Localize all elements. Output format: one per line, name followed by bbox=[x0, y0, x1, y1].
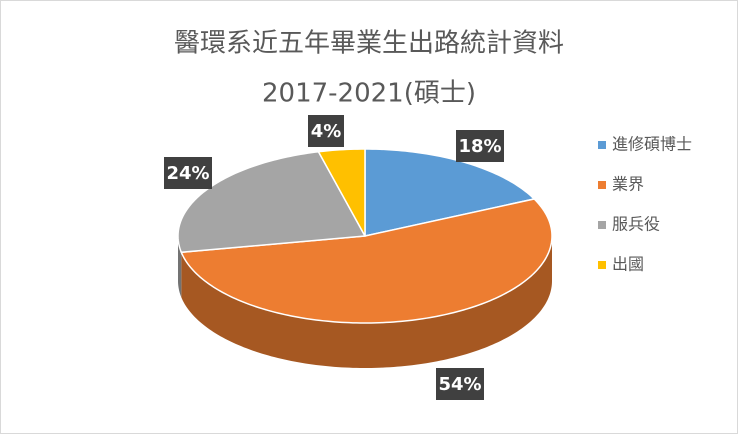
data-label-box bbox=[456, 130, 504, 162]
chart-title: 醫環系近五年畢業生出路統計資料 bbox=[174, 29, 564, 59]
legend-swatch bbox=[598, 141, 606, 149]
pie-slice bbox=[364, 148, 536, 237]
data-label-box bbox=[164, 157, 212, 189]
data-label-box bbox=[436, 368, 484, 400]
pie-slice bbox=[317, 148, 366, 237]
data-label: 4% bbox=[311, 121, 342, 142]
data-label-box bbox=[308, 115, 344, 147]
legend-label: 業界 bbox=[612, 175, 644, 194]
legend-swatch bbox=[598, 181, 606, 189]
legend-swatch bbox=[598, 261, 606, 269]
data-label: 24% bbox=[166, 163, 209, 184]
legend-label: 進修碩博士 bbox=[612, 135, 692, 154]
pie-slice bbox=[177, 150, 367, 254]
data-label: 18% bbox=[458, 136, 501, 157]
legend-swatch bbox=[598, 221, 606, 229]
pie-slice bbox=[180, 198, 553, 324]
pie-side bbox=[181, 236, 552, 368]
legend-label: 出國 bbox=[612, 255, 644, 274]
chart-subtitle: 2017-2021(碩士) bbox=[262, 79, 476, 109]
data-label: 54% bbox=[438, 374, 481, 395]
legend-label: 服兵役 bbox=[612, 215, 660, 234]
